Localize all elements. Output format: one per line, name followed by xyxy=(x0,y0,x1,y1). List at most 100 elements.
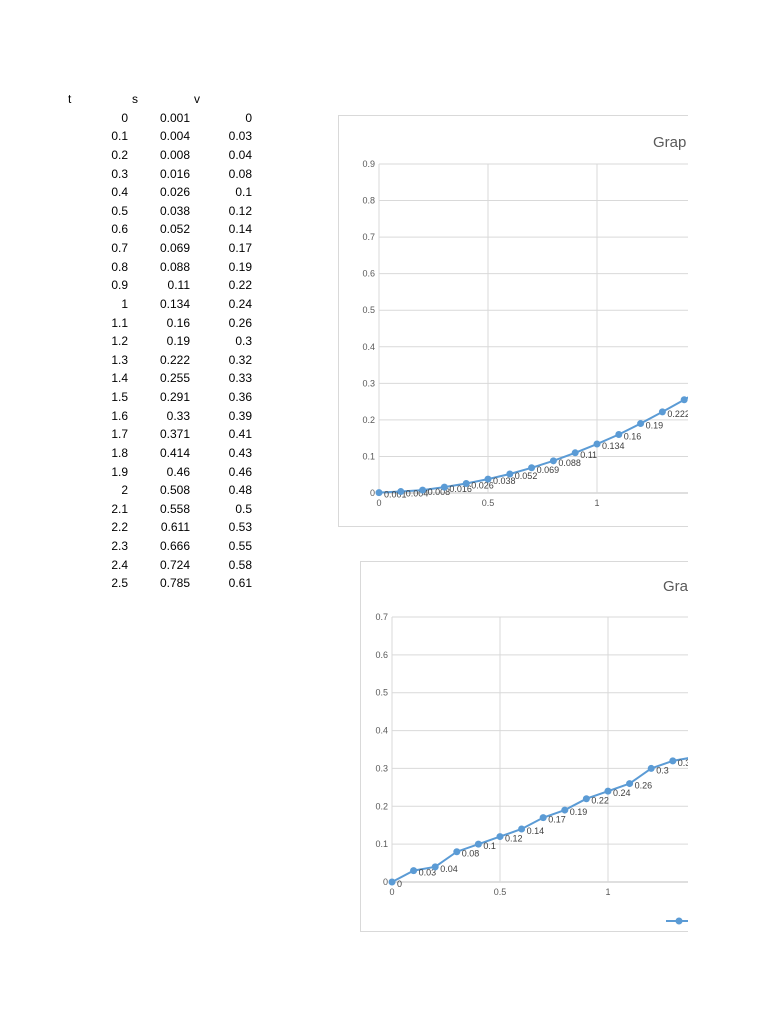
data-label: 0.134 xyxy=(602,441,625,451)
cell-v: 0.33 xyxy=(228,371,252,386)
data-point xyxy=(506,470,514,478)
data-label: 0.3 xyxy=(656,765,669,775)
data-point xyxy=(637,420,645,428)
data-label: 0.052 xyxy=(515,471,538,481)
y-tick-label: 0 xyxy=(383,877,388,887)
cell-t: 2.4 xyxy=(111,557,128,572)
data-label: 0.22 xyxy=(591,796,609,806)
y-tick-label: 0.3 xyxy=(375,763,388,773)
data-point xyxy=(626,780,634,788)
x-tick-label: 0.5 xyxy=(494,887,507,897)
data-label: 0.14 xyxy=(527,826,545,836)
cell-s: 0.371 xyxy=(159,427,190,442)
data-label: 0.016 xyxy=(449,484,472,494)
cell-s: 0.611 xyxy=(160,520,190,535)
chart-plot: 00.10.20.30.40.50.60.700.511.522.500.030… xyxy=(375,612,688,925)
cell-t: 1.7 xyxy=(111,427,128,442)
cell-s: 0.088 xyxy=(159,259,190,274)
data-point xyxy=(388,878,396,886)
data-label: 0.08 xyxy=(462,849,480,859)
cell-v: 0.61 xyxy=(228,576,252,591)
cell-s: 0.004 xyxy=(159,129,190,144)
y-tick-label: 0.9 xyxy=(362,159,375,169)
y-tick-label: 0.4 xyxy=(375,726,388,736)
cell-s: 0.11 xyxy=(167,278,190,293)
cell-s: 0.134 xyxy=(159,296,190,311)
cell-v: 0.22 xyxy=(228,278,252,293)
data-label: 0 xyxy=(397,879,402,889)
header-v: v xyxy=(194,92,200,106)
cell-s: 0.785 xyxy=(159,576,190,591)
cell-s: 0.038 xyxy=(159,203,190,218)
cell-t: 0.9 xyxy=(111,278,128,293)
cell-v: 0.3 xyxy=(235,334,252,349)
cell-s: 0.508 xyxy=(159,483,190,498)
y-tick-label: 0 xyxy=(370,488,375,498)
data-label: 0.12 xyxy=(505,834,523,844)
page: t s v 0 0.001 0 0.1 0.004 0.03 0.2 0.008 0.04 0.3… xyxy=(68,92,688,932)
cell-s: 0.414 xyxy=(159,445,190,460)
chart-v-vs-t[interactable]: Gra 00.10.20.30.40.50.60.700.511.522.500… xyxy=(360,561,688,932)
cell-t: 2 xyxy=(121,483,128,498)
x-tick-label: 0 xyxy=(376,498,381,508)
cell-t: 0.8 xyxy=(111,259,128,274)
data-label: 0.03 xyxy=(419,868,437,878)
series-line xyxy=(378,396,688,494)
y-tick-label: 0.8 xyxy=(362,196,375,206)
cell-v: 0.39 xyxy=(228,408,252,423)
data-label: 0.04 xyxy=(440,864,458,874)
data-label: 0.16 xyxy=(624,432,642,442)
cell-v: 0.04 xyxy=(228,147,252,162)
cell-t: 0.4 xyxy=(111,185,128,200)
x-tick-label: 1 xyxy=(605,887,610,897)
y-tick-label: 0.1 xyxy=(375,839,388,849)
cell-t: 0.3 xyxy=(111,166,128,181)
y-tick-label: 0.2 xyxy=(362,415,375,425)
cell-t: 1 xyxy=(121,296,128,311)
cell-v: 0.12 xyxy=(228,203,252,218)
chart-plot: 00.10.20.30.40.50.60.70.80.900.511.522.5… xyxy=(362,159,688,508)
data-point xyxy=(484,475,492,483)
cell-s: 0.291 xyxy=(159,390,190,404)
cell-s: 0.19 xyxy=(166,334,190,349)
y-tick-label: 0.1 xyxy=(362,451,375,461)
cell-s: 0.33 xyxy=(166,408,190,423)
cell-s: 0.026 xyxy=(159,185,190,200)
cell-t: 2.3 xyxy=(111,539,128,553)
y-tick-label: 0.5 xyxy=(362,305,375,315)
cell-s: 0.46 xyxy=(166,464,190,479)
header-t: t xyxy=(68,92,72,106)
data-point xyxy=(680,396,688,404)
data-label: 0.004 xyxy=(406,489,429,499)
data-label: 0.19 xyxy=(646,421,664,431)
legend-marker xyxy=(675,917,683,925)
data-label: 0.32 xyxy=(678,758,688,768)
data-point xyxy=(549,457,557,465)
cell-v: 0.03 xyxy=(228,129,252,144)
cell-s: 0.001 xyxy=(159,110,190,125)
cell-t: 0.2 xyxy=(111,147,128,162)
data-label: 0.17 xyxy=(548,815,566,825)
cell-s: 0.666 xyxy=(159,539,190,553)
data-point xyxy=(453,848,461,856)
chart-s-vs-t[interactable]: Grap 0 0.1 0.2 0.3 0.4 0.5 0.6 0.7 0.8 0.9 0 0.5 1 1.… xyxy=(338,115,688,527)
cell-t: 1.2 xyxy=(111,334,128,349)
data-point xyxy=(571,449,579,457)
data-point xyxy=(431,863,439,871)
cell-v: 0.5 xyxy=(235,501,252,516)
y-tick-label: 0.6 xyxy=(362,269,375,279)
cell-s: 0.008 xyxy=(159,147,190,162)
data-point xyxy=(375,489,383,497)
chart-title: Grap xyxy=(653,134,687,151)
cell-v: 0.19 xyxy=(228,259,252,274)
data-label: 0.069 xyxy=(537,465,560,475)
y-tick-label: 0.2 xyxy=(375,801,388,811)
cell-v: 0.46 xyxy=(228,464,252,479)
cell-s: 0.16 xyxy=(166,315,190,330)
cell-t: 1.3 xyxy=(111,352,128,367)
data-label: 0.26 xyxy=(635,781,653,791)
data-point xyxy=(397,488,405,496)
data-label: 0.19 xyxy=(570,807,588,817)
data-point xyxy=(528,464,536,472)
x-tick-label: 1 xyxy=(594,498,599,508)
